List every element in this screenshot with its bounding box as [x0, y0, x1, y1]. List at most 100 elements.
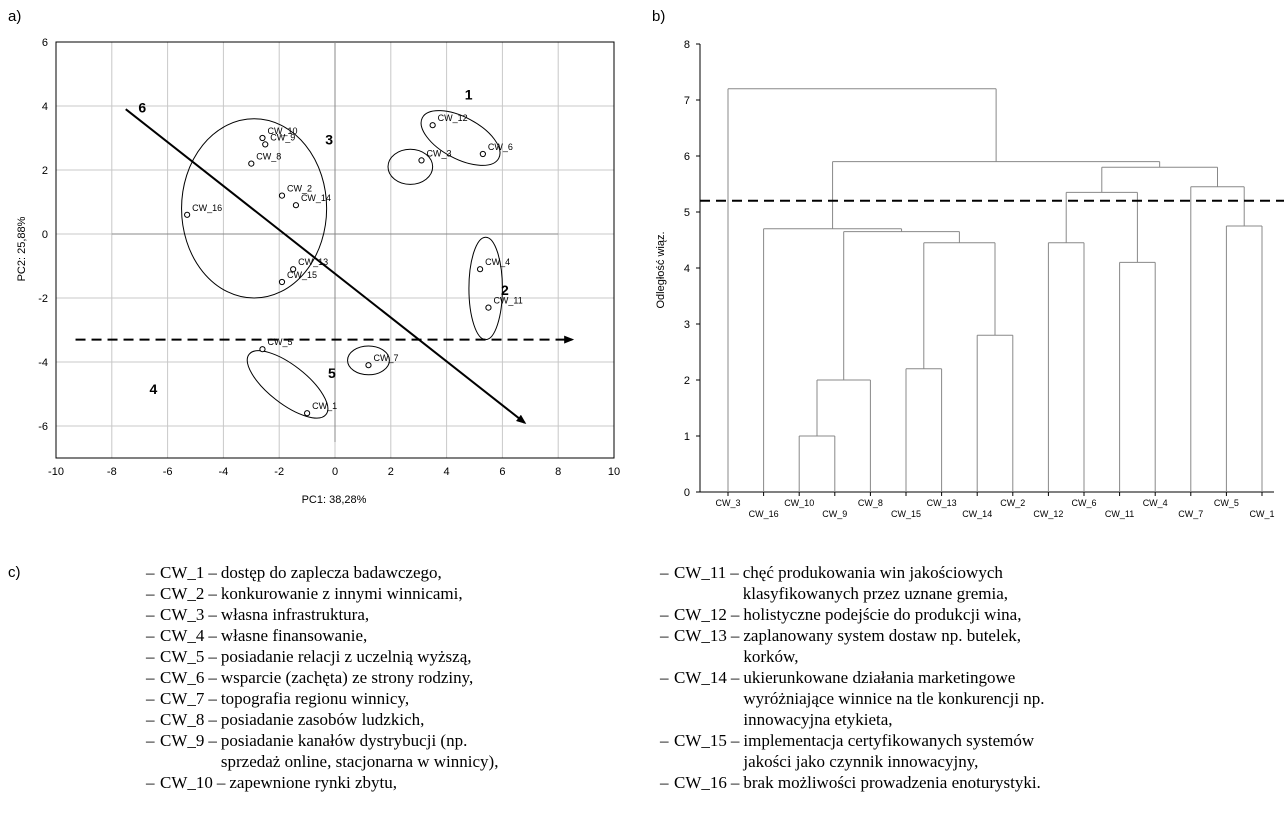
point-label: CW_14 — [301, 193, 331, 203]
legend-description: zaplanowany system dostaw np. butelek, k… — [743, 626, 1021, 666]
panel-label-a: a) — [8, 8, 22, 25]
y-tick-label: 6 — [684, 151, 690, 163]
legend-dash: – — [660, 668, 669, 687]
x-axis-label: PC1: 38,28% — [302, 494, 367, 506]
legend-dash: – — [146, 563, 155, 582]
legend-dash: – — [660, 563, 669, 582]
y-tick-label: 7 — [684, 95, 690, 107]
leaf-label: CW_15 — [891, 509, 921, 519]
legend-description: ukierunkowane działania marketingowe wyr… — [743, 668, 1045, 729]
leaf-label: CW_7 — [1178, 509, 1203, 519]
data-point — [278, 192, 286, 199]
legend-description: posiadanie relacji z uczelnią wyższą, — [220, 647, 472, 666]
data-point — [304, 410, 311, 417]
y-tick-label: 1 — [684, 431, 690, 443]
legend-separator: – — [730, 773, 740, 792]
leaf-label: CW_12 — [1033, 509, 1063, 519]
legend-description: posiadanie zasobów ludzkich, — [220, 710, 425, 729]
legend-item: – CW_13– zaplanowany system dostaw np. but… — [660, 625, 1053, 667]
data-point — [278, 278, 286, 286]
legend-code: CW_3 — [160, 605, 205, 624]
point-label: CW_12 — [438, 113, 468, 123]
legend-description: dostęp do zaplecza badawczego, — [220, 563, 442, 582]
y-tick-label: 8 — [684, 39, 690, 51]
y-tick-label: -2 — [38, 293, 48, 305]
data-point — [418, 157, 425, 164]
legend-description: zapewnione rynki zbytu, — [229, 773, 397, 792]
legend-code: CW_15 — [674, 731, 727, 750]
legend-dash: – — [146, 584, 155, 603]
legend-dash: – — [660, 605, 669, 624]
cluster-ellipse — [347, 345, 390, 376]
x-tick-label: -8 — [107, 466, 117, 478]
data-point — [479, 150, 486, 158]
cluster-ellipse — [246, 350, 329, 419]
legend-code: CW_2 — [160, 584, 205, 603]
legend-item: – CW_16– brak możliwości prowadzenia enotu… — [660, 772, 1053, 793]
y-tick-label: 4 — [684, 263, 690, 275]
point-label: CW_9 — [270, 132, 295, 142]
cluster-ellipse — [420, 110, 501, 166]
leaf-label: CW_16 — [749, 509, 779, 519]
cluster-number-label: 4 — [150, 381, 158, 397]
point-label: CW_11 — [493, 296, 522, 306]
leaf-label: CW_2 — [1000, 498, 1025, 508]
legend-item: – CW_2– konkurowanie z innymi winnicami, — [146, 583, 531, 604]
legend-separator: – — [216, 773, 226, 792]
legend-dash: – — [146, 710, 155, 729]
legend-description: topografia regionu winnicy, — [220, 689, 410, 708]
data-point — [476, 266, 484, 273]
legend-item: – CW_1– dostęp do zaplecza badawczego, — [146, 562, 531, 583]
cluster-number-label: 3 — [325, 131, 333, 147]
legend-code: CW_1 — [160, 563, 205, 582]
legend-item: – CW_12– holistyczne podejście do produkcj… — [660, 604, 1053, 625]
data-point — [292, 202, 300, 209]
point-label: CW_15 — [287, 270, 317, 280]
legend-description: własna infrastruktura, — [220, 605, 370, 624]
y-tick-label: 5 — [684, 207, 690, 219]
legend-code: CW_9 — [160, 731, 205, 750]
y-tick-label: -4 — [38, 357, 48, 369]
point-label: CW_1 — [312, 401, 337, 411]
leaf-label: CW_6 — [1071, 498, 1096, 508]
x-tick-label: 10 — [608, 466, 620, 478]
panel-label-b: b) — [652, 8, 666, 25]
legend-code: CW_10 — [160, 773, 213, 792]
legend-dash: – — [146, 689, 155, 708]
cluster-number-label: 2 — [501, 282, 509, 298]
legend-separator: – — [730, 626, 740, 645]
point-label: CW_16 — [192, 203, 222, 213]
legend-description: implementacja certyfikowanych systemów j… — [743, 731, 1035, 771]
data-point — [485, 304, 492, 311]
x-tick-label: 4 — [444, 466, 450, 478]
cluster-ellipse — [468, 236, 503, 341]
cluster-number-label: 6 — [138, 99, 146, 115]
legend-separator: – — [208, 647, 217, 666]
legend-dash: – — [146, 626, 155, 645]
legend-description: chęć produkowania win jakościowych klasy… — [742, 563, 1009, 603]
y-tick-label: 2 — [42, 165, 48, 177]
data-point — [262, 141, 269, 148]
legend-item: – CW_8– posiadanie zasobów ludzkich, — [146, 709, 531, 730]
legend-code: CW_7 — [160, 689, 205, 708]
legend-dash: – — [660, 731, 669, 750]
legend-description: wsparcie (zachęta) ze strony rodziny, — [220, 668, 474, 687]
x-tick-label: -6 — [163, 466, 173, 478]
leaf-label: CW_3 — [715, 498, 740, 508]
legend-code: CW_4 — [160, 626, 205, 645]
legend-item: – CW_15– implementacja certyfikowanych sys… — [660, 730, 1053, 772]
leaf-label: CW_5 — [1214, 498, 1239, 508]
data-point — [290, 266, 297, 273]
legend-code: CW_8 — [160, 710, 205, 729]
x-tick-label: 2 — [388, 466, 394, 478]
legend-item: – CW_9– posiadanie kanałów dystrybucji (np… — [146, 730, 531, 772]
legend-description: brak możliwości prowadzenia enoturystyki… — [743, 773, 1041, 792]
leaf-label: CW_10 — [784, 498, 814, 508]
legend-item: – CW_7– topografia regionu winnicy, — [146, 688, 531, 709]
legend-item: – CW_5– posiadanie relacji z uczelnią wyżs… — [146, 646, 531, 667]
x-tick-label: 0 — [332, 466, 338, 478]
legend-separator: – — [208, 626, 217, 645]
point-label: CW_13 — [298, 257, 328, 267]
point-label: CW_2 — [287, 184, 312, 194]
cluster-number-label: 5 — [328, 365, 336, 381]
